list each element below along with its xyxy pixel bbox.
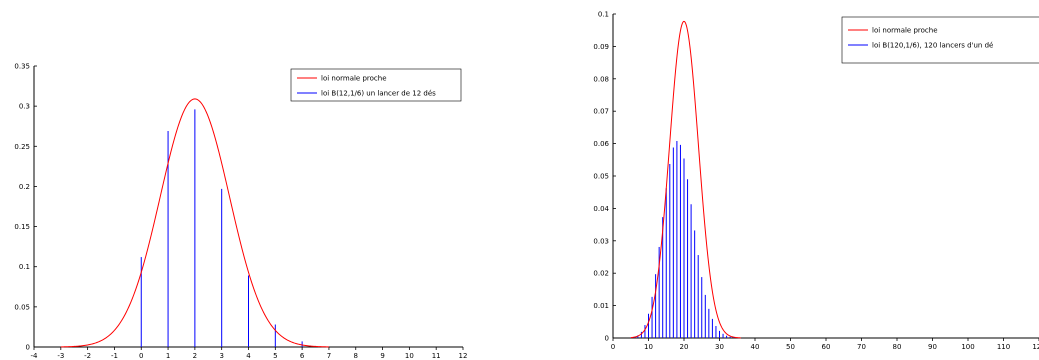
x-tick-label: -3 [57,352,64,360]
chart-1-legend-box [290,68,462,102]
chart-1-stems [140,109,303,347]
x-tick-label: 6 [300,352,305,360]
x-tick-label: -4 [31,352,39,360]
x-tick-label: 60 [822,343,831,351]
y-tick-label: 0.25 [14,143,30,151]
y-tick-label: 0 [26,344,30,352]
chart-2: 0 10 20 30 40 50 60 70 80 90 100 110 120 0 0.01 0.02 0.… [593,11,1039,351]
y-tick-label: 0.3 [19,103,30,111]
x-tick-label: 120 [1032,343,1039,351]
y-tick-label: 0.06 [593,140,609,148]
x-tick-label: -1 [111,352,118,360]
x-tick-label: 40 [751,343,760,351]
chart-1-legend-label-normal: loi normale proche [321,75,387,83]
chart-2-stems [630,141,738,338]
chart-2-legend: loi normale proche loi B(120,1/6), 120 l… [841,16,1039,64]
y-tick-label: 0.1 [19,263,30,271]
y-tick-label: 0.03 [593,237,609,245]
x-tick-label: 12 [459,352,468,360]
x-tick-label: 2 [193,352,197,360]
y-tick-label: 0.02 [593,270,609,278]
y-tick-label: 0.15 [14,223,30,231]
y-tick-label: 0.2 [19,183,30,191]
chart-1-x-ticks: -4 -3 -2 -1 0 1 2 3 4 5 6 7 8 9 10 11 12 [31,347,468,360]
chart-1: -4 -3 -2 -1 0 1 2 3 4 5 6 7 8 9 10 11 12 00.050.10.150.2… [14,63,467,360]
x-tick-label: 30 [715,343,724,351]
chart-1-normal-curve [60,98,329,348]
x-tick-label: 20 [680,343,689,351]
y-tick-label: 0.07 [593,108,609,116]
x-tick-label: 70 [857,343,866,351]
chart-2-normal-curve [630,20,741,339]
y-tick-label: 0.1 [598,11,609,19]
y-tick-label: 0.35 [14,63,30,71]
x-tick-label: 50 [786,343,795,351]
y-tick-label: 0.08 [593,75,609,83]
y-tick-label: 0.05 [14,303,30,311]
x-tick-label: 110 [997,343,1010,351]
x-tick-label: 7 [327,352,331,360]
chart-1-legend-label-binomial: loi B(12,1/6) un lancer de 12 dés [321,90,436,98]
y-tick-label: 0.05 [593,173,609,181]
chart-2-y-ticks: 0 0.01 0.02 0.03 0.04 0.05 0.06 0.07 0.08 0.09 0.1 [593,11,616,343]
x-tick-label: 5 [273,352,277,360]
x-tick-label: -2 [84,352,91,360]
chart-2-legend-label-binomial: loi B(120,1/6), 120 lancers d'un dé [872,42,993,50]
x-tick-label: 9 [380,352,384,360]
x-tick-label: 8 [354,352,358,360]
y-tick-label: 0.09 [593,43,609,51]
x-tick-label: 100 [961,343,974,351]
x-tick-label: 0 [611,343,615,351]
x-tick-label: 90 [928,343,937,351]
y-tick-label: 0 [605,335,609,343]
chart-1-y-ticks: 0 0.05 0.1 0.15 0.2 0.25 0.3 0.35 [14,63,37,352]
x-tick-label: 3 [219,352,223,360]
x-tick-label: 10 [644,343,653,351]
x-tick-label: 1 [166,352,170,360]
x-tick-label: 10 [405,352,414,360]
chart-2-legend-label-normal: loi normale proche [872,27,938,35]
x-tick-label: 11 [432,352,441,360]
y-tick-label: 0.01 [593,302,609,310]
x-tick-label: 0 [139,352,143,360]
y-tick-label: 0.04 [593,205,609,213]
chart-1-legend: loi normale proche loi B(12,1/6) un lanc… [290,68,462,102]
x-tick-label: 4 [246,352,251,360]
chart-2-legend-box [841,16,1039,64]
x-tick-label: 80 [893,343,902,351]
chart-2-x-ticks: 0 10 20 30 40 50 60 70 80 90 100 110 120 [611,338,1039,351]
